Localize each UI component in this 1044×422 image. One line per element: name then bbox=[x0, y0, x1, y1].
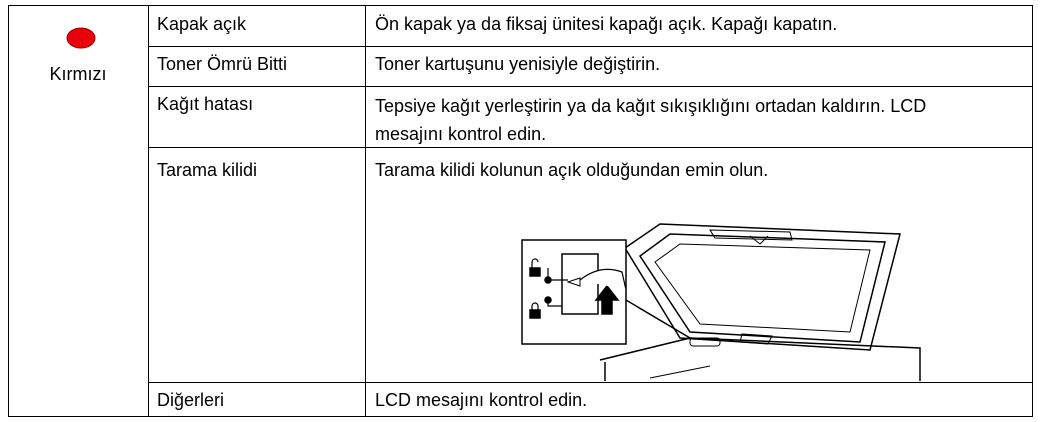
column-line bbox=[365, 5, 366, 417]
row-action: Tarama kilidi kolunun açık olduğundan em… bbox=[375, 160, 769, 180]
row-action: Ön kapak ya da fiksaj ünitesi kapağı açı… bbox=[375, 14, 838, 34]
row-name: Tarama kilidi bbox=[157, 160, 258, 180]
row-action: Toner kartuşunu yenisiyle değiştirin. bbox=[375, 54, 661, 74]
row-line bbox=[148, 382, 1033, 383]
column-line bbox=[148, 5, 149, 417]
row-action: LCD mesajını kontrol edin. bbox=[375, 390, 588, 410]
row-name: Toner Ömrü Bitti bbox=[157, 54, 288, 74]
status-label: Kırmızı bbox=[49, 64, 107, 84]
scan-lock-illustration bbox=[521, 223, 921, 381]
table-border bbox=[8, 5, 1033, 417]
row-name: Kağıt hatası bbox=[157, 94, 254, 114]
row-action: Tepsiye kağıt yerleştirin ya da kağıt sı… bbox=[375, 96, 927, 144]
row-line bbox=[148, 86, 1033, 87]
row-name: Diğerleri bbox=[157, 390, 225, 410]
row-name: Kapak açık bbox=[157, 14, 247, 34]
red-led bbox=[66, 27, 96, 49]
row-line bbox=[148, 46, 1033, 47]
row-line bbox=[148, 147, 1033, 148]
